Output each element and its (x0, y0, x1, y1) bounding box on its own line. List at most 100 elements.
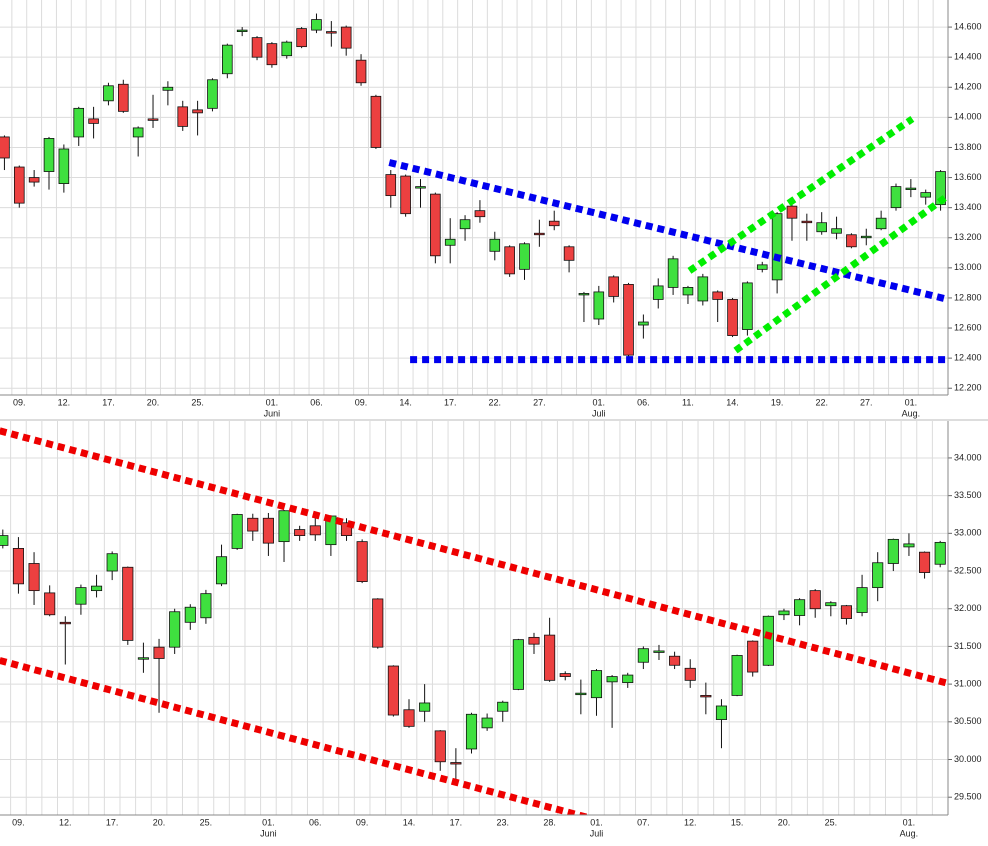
x-tick-label: 09. (355, 397, 368, 407)
candle-body (356, 541, 368, 582)
candle-body (778, 610, 790, 616)
x-tick-label: 01. (262, 817, 275, 827)
candle-body (887, 538, 899, 564)
candle-body (132, 127, 144, 138)
panel (0, 0, 948, 395)
candle-body (44, 592, 56, 616)
candle-body (13, 166, 25, 204)
candle-body (578, 293, 590, 296)
candle-body (192, 109, 203, 114)
x-tick-label: 06. (310, 397, 323, 407)
candle-body (370, 95, 382, 148)
x-tick-label: 01. (905, 397, 918, 407)
y-tick-label: 12.800 (954, 292, 982, 302)
candle-body (118, 83, 129, 112)
y-tick-label: 13.200 (954, 232, 982, 242)
x-tick-label: 17. (450, 817, 463, 827)
candle-body (236, 29, 248, 32)
x-tick-label: 17. (106, 817, 119, 827)
candle-body (153, 646, 165, 659)
candle-body (326, 31, 337, 34)
y-tick-label: 14.600 (954, 21, 982, 31)
candle-body (700, 695, 712, 698)
candle-body (920, 192, 932, 198)
y-tick-label: 13.000 (954, 262, 982, 272)
x-tick-label: 09. (356, 817, 369, 827)
candle-body (340, 26, 352, 49)
candle-body (519, 243, 530, 270)
candle-body (215, 556, 228, 585)
candle-body (372, 598, 384, 648)
candle-body (563, 246, 575, 261)
candle-body (727, 299, 738, 336)
candle-body (474, 210, 486, 218)
candle-body (715, 705, 728, 720)
candle-body (856, 587, 868, 613)
candle-body (162, 86, 174, 91)
x-month-label: Aug. (902, 408, 921, 418)
candle-body (762, 615, 774, 666)
candle-body (756, 264, 768, 270)
candle-body (251, 37, 263, 58)
candle-body (872, 562, 884, 589)
x-tick-label: 12. (684, 817, 697, 827)
candle-body (169, 611, 181, 648)
candle-body (544, 634, 556, 681)
candle-body (434, 730, 446, 763)
candle-body (12, 548, 24, 585)
candle-body (43, 138, 55, 172)
x-tick-label: 14. (399, 397, 412, 407)
x-tick-label: 01. (266, 397, 279, 407)
x-month-label: Juni (260, 828, 277, 838)
x-tick-label: 20. (153, 817, 166, 827)
candle-body (875, 217, 887, 230)
x-tick-label: 15. (731, 817, 744, 827)
candle-body (497, 701, 509, 712)
x-month-label: Juli (592, 408, 606, 418)
candle-body (266, 43, 278, 66)
candle-body (771, 213, 783, 281)
y-tick-label: 30.000 (954, 754, 982, 764)
y-tick-label: 33.500 (954, 490, 982, 500)
candle-body (652, 285, 664, 300)
y-tick-label: 14.200 (954, 82, 982, 92)
candle-body (667, 258, 679, 288)
candle-body (801, 220, 813, 224)
candle-body (794, 599, 806, 616)
candle-body (58, 148, 70, 184)
candle-body (504, 246, 515, 275)
x-tick-label: 14. (726, 397, 739, 407)
candle-body (934, 541, 946, 565)
candle-body (294, 529, 306, 536)
candle-body (593, 291, 605, 320)
candle-body (606, 676, 618, 683)
candle-body (459, 219, 471, 230)
candle-body (177, 106, 189, 127)
candle-body (590, 670, 603, 699)
candle-body (489, 238, 501, 252)
candle-body (712, 291, 723, 300)
candle-body (90, 585, 103, 592)
candle-body (697, 276, 709, 302)
candle-body (0, 136, 10, 159)
candle-body (75, 587, 87, 605)
candle-body (682, 287, 694, 296)
candle-body (59, 621, 71, 625)
y-tick-label: 14.400 (954, 52, 982, 62)
x-tick-label: 23. (496, 817, 509, 827)
candle-body (742, 282, 753, 330)
candle-body (106, 553, 118, 572)
candle-body (890, 186, 902, 209)
candle-body (222, 44, 233, 75)
x-tick-label: 27. (860, 397, 873, 407)
x-month-label: Juli (590, 828, 604, 838)
candle-body (860, 235, 872, 239)
trend-line (0, 427, 948, 687)
x-tick-label: 06. (309, 817, 322, 827)
candle-body (637, 648, 649, 663)
candle-body (816, 222, 827, 233)
candle-body (385, 174, 397, 197)
candle-body (103, 85, 114, 102)
candle-body (309, 525, 321, 536)
